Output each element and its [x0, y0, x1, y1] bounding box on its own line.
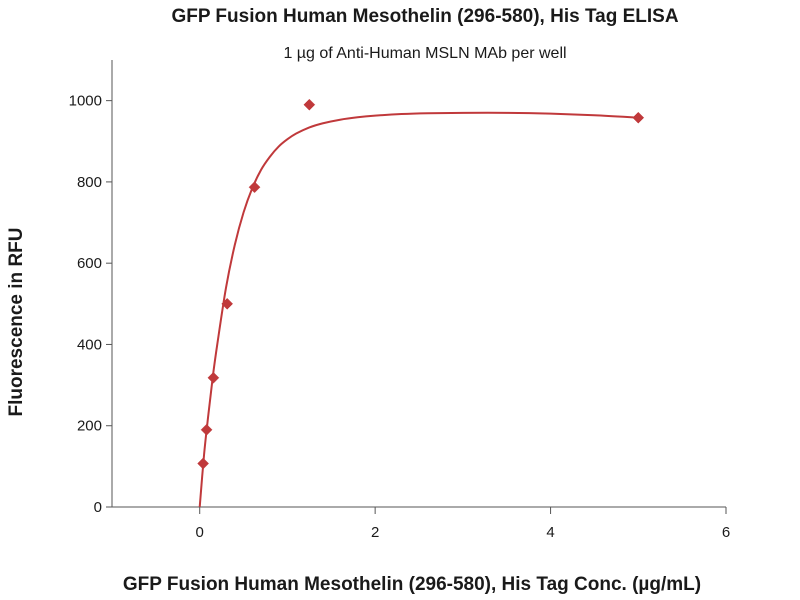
data-point	[197, 457, 209, 470]
chart-title: GFP Fusion Human Mesothelin (296-580), H…	[171, 6, 678, 27]
data-point	[248, 181, 261, 194]
data-point	[221, 297, 234, 310]
y-tick-label: 400	[77, 336, 102, 353]
x-tick-label: 6	[722, 524, 730, 541]
y-tick-label: 1000	[69, 93, 102, 110]
data-points-layer	[197, 98, 645, 470]
axes: 0 200 400 600 800 1000 0 2 4 6	[69, 60, 730, 541]
y-tick-label: 0	[94, 499, 102, 516]
x-axis-label: GFP Fusion Human Mesothelin (296-580), H…	[123, 574, 701, 595]
x-tick-label: 0	[196, 524, 204, 541]
y-tick-label: 600	[77, 255, 102, 272]
fit-curve	[198, 111, 639, 508]
fit-curve-layer	[198, 111, 639, 508]
y-tick-label: 800	[77, 174, 102, 191]
data-point	[303, 98, 316, 111]
y-tick-label: 200	[77, 418, 102, 435]
y-axis-label: Fluorescence in RFU	[6, 228, 27, 417]
x-tick-label: 2	[371, 524, 379, 541]
chart-subtitle: 1 µg of Anti-Human MSLN MAb per well	[283, 45, 566, 62]
data-point	[207, 371, 220, 384]
x-tick-label: 4	[546, 524, 554, 541]
data-point	[632, 111, 645, 124]
data-point	[200, 423, 213, 436]
